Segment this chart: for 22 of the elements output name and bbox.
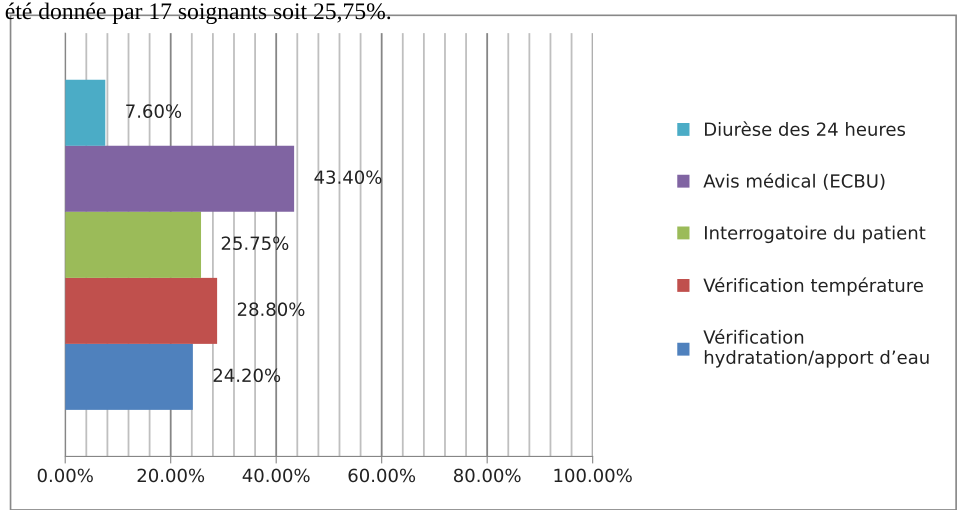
legend-label: Diurèse des 24 heures xyxy=(705,121,906,136)
data-label: 7.60% xyxy=(126,104,182,118)
x-tick-label: 0.00% xyxy=(38,468,93,482)
x-tick-label: 80.00% xyxy=(454,468,521,482)
data-label: 43.40% xyxy=(314,170,382,184)
legend-label: Interrogatoire du patient xyxy=(705,226,926,244)
bar xyxy=(65,80,106,146)
bar xyxy=(65,278,218,344)
data-label: 24.20% xyxy=(214,368,280,382)
data-label: 25.75% xyxy=(222,236,288,250)
bar xyxy=(65,146,294,212)
bar xyxy=(65,212,202,278)
x-tick-label: 40.00% xyxy=(242,468,310,482)
data-label: 28.80% xyxy=(238,302,304,316)
legend-label: Vérification hydratation/apport d’eau xyxy=(703,329,929,368)
legend-label: Avis médical (ECBU) xyxy=(703,173,884,190)
legend-label: Vérification température xyxy=(703,277,923,296)
x-tick-label: 60.00% xyxy=(348,468,416,482)
text: été donnée par 17 soignants soit 25,75%. xyxy=(6,2,390,24)
bar xyxy=(65,344,193,410)
x-tick-label: 100.00% xyxy=(554,468,632,482)
x-tick-label: 20.00% xyxy=(138,468,204,482)
